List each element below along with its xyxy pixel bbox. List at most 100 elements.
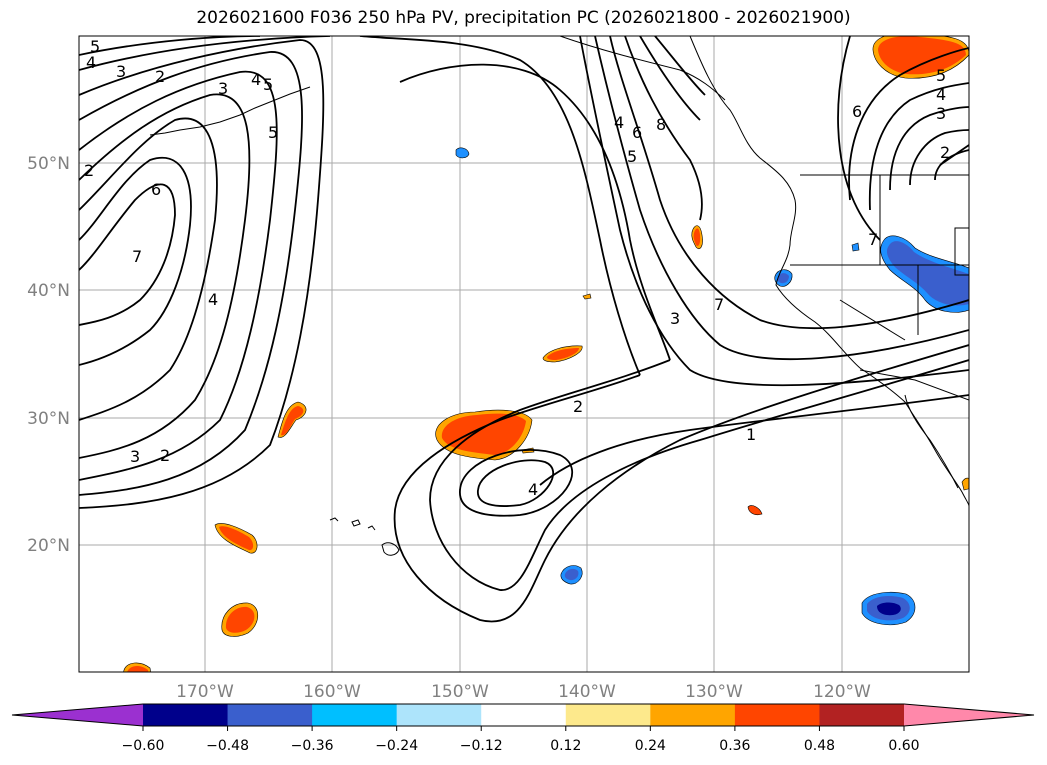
lon-label-150w: 150°W (431, 682, 489, 702)
colorbar-tick-label: 0.12 (550, 738, 581, 754)
contour-label-7c: 7 (868, 230, 878, 249)
lon-label-120w: 120°W (813, 682, 871, 702)
lat-label-50n: 50°N (27, 154, 70, 174)
pv-contour-west-6 (79, 51, 303, 496)
map-border (78, 35, 970, 673)
colorbar: −0.60 −0.48 −0.36 −0.24 −0.12 0.12 0.24 0.36 0.4… (11, 703, 1035, 754)
contour-label-1a: 1 (746, 425, 756, 444)
pv-contour-labels: 5 4 3 2 3 4 5 5 2 6 7 4 3 2 2 4 1 3 7 4 … (84, 37, 950, 499)
contour-label-2c: 2 (160, 446, 170, 465)
precip-blobs (123, 36, 969, 672)
contour-label-2e: 2 (940, 143, 950, 162)
lon-label-130w: 130°W (685, 682, 743, 702)
contour-label-4e: 4 (614, 113, 624, 132)
lon-labels: 170°W 160°W 150°W 140°W 130°W 120°W (176, 682, 871, 702)
pv-contour-ridge-2 (359, 36, 641, 376)
colorbar-segment (227, 704, 313, 726)
precip-blob-west-1-core (281, 406, 304, 436)
contour-label-8a: 8 (656, 115, 666, 134)
pv-contour-cutoff-2 (429, 359, 969, 591)
map-title: 2026021600 F036 250 hPa PV, precipitatio… (196, 8, 851, 28)
contour-label-3d: 3 (670, 309, 680, 328)
contour-label-5e: 5 (936, 66, 946, 85)
lat-label-40n: 40°N (27, 281, 70, 301)
colorbar-segment (312, 704, 398, 726)
border-us-mexico (859, 369, 969, 401)
pv-contour-west-7 (79, 39, 325, 509)
pv-contour-jet-4 (624, 36, 703, 221)
pv-contour-cutoff-4 (477, 459, 555, 507)
precip-blob-small-1 (582, 293, 592, 300)
contour-label-5a: 5 (90, 37, 100, 56)
lat-labels: 20°N 30°N 40°N 50°N (27, 154, 70, 556)
colorbar-tick-label: −0.12 (460, 738, 503, 754)
border-states-4 (954, 227, 969, 276)
coastline-baja (904, 394, 959, 489)
precip-blob-north-core (878, 36, 966, 75)
colorbar-tick-label: −0.48 (206, 738, 249, 754)
precip-blob-east-edge (961, 477, 969, 491)
contour-label-3a: 3 (116, 62, 126, 81)
colorbar-tick-label: 0.60 (888, 738, 919, 754)
coastline-north-america (689, 36, 969, 507)
pv-contour-cutoff-3 (459, 449, 573, 517)
colorbar-segment (565, 704, 651, 726)
contour-label-2a: 2 (155, 67, 165, 86)
map-panel (79, 36, 969, 672)
pv-contour-east-ridge-2 (868, 82, 969, 211)
precip-blob-neg-small (851, 242, 860, 252)
contour-label-4b: 4 (251, 70, 261, 89)
contour-label-4d: 4 (528, 480, 538, 499)
colorbar-segment (650, 704, 736, 726)
contour-label-3e: 3 (936, 104, 946, 123)
colorbar-extend-high (904, 704, 1034, 726)
precip-blob-southwest-core (127, 666, 149, 672)
precip-blob-neg-northwest (455, 147, 470, 159)
colorbar-tick-label: −0.60 (122, 738, 165, 754)
contour-label-3c: 3 (130, 447, 140, 466)
pv-contour-west-1 (79, 183, 176, 326)
contour-label-3b: 3 (218, 79, 228, 98)
contour-label-6b: 6 (632, 123, 642, 142)
pv-contour-jet-5 (639, 36, 701, 121)
colorbar-tick-label: −0.24 (375, 738, 418, 754)
pv-contour-jet-3 (579, 36, 969, 387)
pv-contour-cutoff-1 (393, 344, 969, 623)
border-states-5 (839, 299, 906, 341)
lat-label-30n: 30°N (27, 409, 70, 429)
precip-blob-neg-baja-core (877, 602, 901, 616)
colorbar-tick-label: −0.36 (291, 738, 334, 754)
colorbar-tick-label: 0.48 (804, 738, 835, 754)
colorbar-segment (143, 704, 229, 726)
contour-label-4c: 4 (208, 290, 218, 309)
precip-blob-neg-coast-core (777, 273, 789, 284)
contour-label-6c: 6 (852, 102, 862, 121)
contour-label-4a: 4 (86, 53, 96, 72)
contour-label-6a: 6 (151, 180, 161, 199)
precip-blob-mid-core (547, 348, 579, 360)
pv-contour-west-2 (79, 157, 192, 366)
contour-label-5b: 5 (263, 75, 273, 94)
colorbar-extend-low (12, 704, 143, 726)
contour-label-2d: 2 (573, 397, 583, 416)
lon-label-160w: 160°W (303, 682, 361, 702)
pv-contour-jet-6 (654, 36, 706, 96)
pv-contour-east-ridge-3 (889, 106, 969, 191)
precip-blob-neg-south-core (564, 568, 579, 581)
pv-contour-west-3 (79, 117, 218, 421)
coastlines (149, 36, 969, 507)
precip-blob-small-3 (747, 505, 763, 516)
colorbar-tick-label: 0.24 (635, 738, 666, 754)
pv-contour-west-5 (79, 70, 278, 481)
pv-contour-west-4 (79, 93, 251, 459)
precip-blob-coast-1-core (693, 228, 701, 246)
pv-contour-jet-2 (594, 36, 969, 361)
pv-contour-east-ridge-1 (848, 47, 969, 201)
precip-blob-far-south-core (225, 606, 255, 633)
pv-contour-east-ridge-4 (909, 129, 969, 186)
precip-blob-hawaii-west-1-core (219, 526, 254, 551)
pv-contour-east-2 (939, 144, 969, 166)
pv-contour-pv1 (539, 394, 969, 486)
contour-label-5c: 5 (268, 123, 278, 142)
